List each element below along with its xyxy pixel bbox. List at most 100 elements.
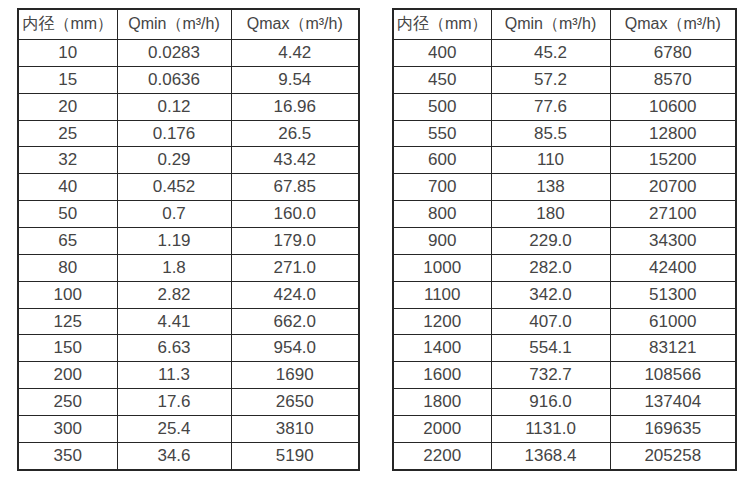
cell-qmax: 5190 bbox=[231, 442, 359, 470]
table-row: 1254.41662.0 bbox=[18, 308, 359, 335]
cell-diameter: 25 bbox=[18, 120, 117, 147]
cell-qmin: 1368.4 bbox=[491, 442, 610, 470]
cell-qmax: 61000 bbox=[610, 308, 736, 335]
cell-qmax: 137404 bbox=[610, 389, 736, 416]
cell-qmax: 424.0 bbox=[231, 281, 359, 308]
table-row: 55085.512800 bbox=[393, 120, 736, 147]
cell-qmax: 205258 bbox=[610, 442, 736, 470]
cell-qmax: 169635 bbox=[610, 416, 736, 443]
table-row: 900229.034300 bbox=[393, 228, 736, 255]
cell-qmin: 0.7 bbox=[117, 201, 231, 228]
cell-qmax: 108566 bbox=[610, 362, 736, 389]
cell-diameter: 10 bbox=[18, 40, 117, 67]
cell-diameter: 150 bbox=[18, 335, 117, 362]
cell-qmax: 954.0 bbox=[231, 335, 359, 362]
cell-qmin: 407.0 bbox=[491, 308, 610, 335]
cell-diameter: 80 bbox=[18, 254, 117, 281]
cell-diameter: 1200 bbox=[393, 308, 491, 335]
column-header-diameter: 内径（mm） bbox=[18, 9, 117, 40]
table-row: 150.06369.54 bbox=[18, 66, 359, 93]
cell-diameter: 200 bbox=[18, 362, 117, 389]
table-row: 22001368.4205258 bbox=[393, 442, 736, 470]
cell-diameter: 20 bbox=[18, 93, 117, 120]
cell-qmin: 0.176 bbox=[117, 120, 231, 147]
table-row: 80018027100 bbox=[393, 201, 736, 228]
cell-diameter: 1600 bbox=[393, 362, 491, 389]
cell-qmin: 0.0636 bbox=[117, 66, 231, 93]
cell-qmin: 0.29 bbox=[117, 147, 231, 174]
cell-diameter: 2000 bbox=[393, 416, 491, 443]
column-header-qmax: Qmax（m³/h) bbox=[610, 9, 736, 40]
table-row: 801.8271.0 bbox=[18, 254, 359, 281]
cell-diameter: 40 bbox=[18, 174, 117, 201]
cell-qmin: 916.0 bbox=[491, 389, 610, 416]
cell-qmin: 1.8 bbox=[117, 254, 231, 281]
cell-diameter: 600 bbox=[393, 147, 491, 174]
cell-qmax: 160.0 bbox=[231, 201, 359, 228]
cell-qmin: 57.2 bbox=[491, 66, 610, 93]
cell-qmin: 6.63 bbox=[117, 335, 231, 362]
cell-diameter: 1000 bbox=[393, 254, 491, 281]
table-row: 200.1216.96 bbox=[18, 93, 359, 120]
cell-diameter: 1100 bbox=[393, 281, 491, 308]
cell-qmin: 732.7 bbox=[491, 362, 610, 389]
table-row: 100.02834.42 bbox=[18, 40, 359, 67]
table-row: 25017.62650 bbox=[18, 389, 359, 416]
cell-qmin: 34.6 bbox=[117, 442, 231, 470]
cell-qmax: 4.42 bbox=[231, 40, 359, 67]
flow-table-small-diameters: 内径（mm）Qmin（m³/h)Qmax（m³/h) 100.02834.421… bbox=[17, 8, 360, 471]
cell-qmax: 9.54 bbox=[231, 66, 359, 93]
cell-diameter: 1400 bbox=[393, 335, 491, 362]
table-row: 35034.65190 bbox=[18, 442, 359, 470]
cell-diameter: 550 bbox=[393, 120, 491, 147]
column-header-diameter: 内径（mm） bbox=[393, 9, 491, 40]
cell-qmin: 110 bbox=[491, 147, 610, 174]
table-row: 30025.43810 bbox=[18, 416, 359, 443]
table-row: 500.7160.0 bbox=[18, 201, 359, 228]
table-row: 70013820700 bbox=[393, 174, 736, 201]
table-row: 1000282.042400 bbox=[393, 254, 736, 281]
flow-rate-spec-page: 内径（mm）Qmin（m³/h)Qmax（m³/h) 100.02834.421… bbox=[0, 0, 750, 483]
cell-diameter: 2200 bbox=[393, 442, 491, 470]
cell-qmin: 2.82 bbox=[117, 281, 231, 308]
cell-qmax: 67.85 bbox=[231, 174, 359, 201]
column-header-qmin: Qmin（m³/h) bbox=[117, 9, 231, 40]
table-row: 1002.82424.0 bbox=[18, 281, 359, 308]
table-row: 1800916.0137404 bbox=[393, 389, 736, 416]
cell-diameter: 900 bbox=[393, 228, 491, 255]
cell-qmax: 10600 bbox=[610, 93, 736, 120]
cell-qmin: 45.2 bbox=[491, 40, 610, 67]
table-row: 651.19179.0 bbox=[18, 228, 359, 255]
cell-diameter: 350 bbox=[18, 442, 117, 470]
cell-qmax: 6780 bbox=[610, 40, 736, 67]
table-row: 400.45267.85 bbox=[18, 174, 359, 201]
header-row: 内径（mm）Qmin（m³/h)Qmax（m³/h) bbox=[18, 9, 359, 40]
cell-qmin: 180 bbox=[491, 201, 610, 228]
cell-diameter: 250 bbox=[18, 389, 117, 416]
cell-qmax: 27100 bbox=[610, 201, 736, 228]
cell-diameter: 100 bbox=[18, 281, 117, 308]
cell-qmax: 20700 bbox=[610, 174, 736, 201]
table-row: 1200407.061000 bbox=[393, 308, 736, 335]
cell-qmax: 26.5 bbox=[231, 120, 359, 147]
cell-qmax: 83121 bbox=[610, 335, 736, 362]
cell-qmax: 51300 bbox=[610, 281, 736, 308]
cell-diameter: 32 bbox=[18, 147, 117, 174]
table-row: 1100342.051300 bbox=[393, 281, 736, 308]
cell-qmax: 2650 bbox=[231, 389, 359, 416]
table-row: 1600732.7108566 bbox=[393, 362, 736, 389]
cell-diameter: 450 bbox=[393, 66, 491, 93]
header-row: 内径（mm）Qmin（m³/h)Qmax（m³/h) bbox=[393, 9, 736, 40]
table-row: 20001131.0169635 bbox=[393, 416, 736, 443]
cell-qmax: 662.0 bbox=[231, 308, 359, 335]
cell-qmin: 229.0 bbox=[491, 228, 610, 255]
table-row: 50077.610600 bbox=[393, 93, 736, 120]
table-row: 1506.63954.0 bbox=[18, 335, 359, 362]
cell-diameter: 800 bbox=[393, 201, 491, 228]
cell-qmin: 0.12 bbox=[117, 93, 231, 120]
table-row: 45057.28570 bbox=[393, 66, 736, 93]
cell-qmax: 8570 bbox=[610, 66, 736, 93]
cell-qmax: 12800 bbox=[610, 120, 736, 147]
cell-diameter: 500 bbox=[393, 93, 491, 120]
cell-qmax: 3810 bbox=[231, 416, 359, 443]
